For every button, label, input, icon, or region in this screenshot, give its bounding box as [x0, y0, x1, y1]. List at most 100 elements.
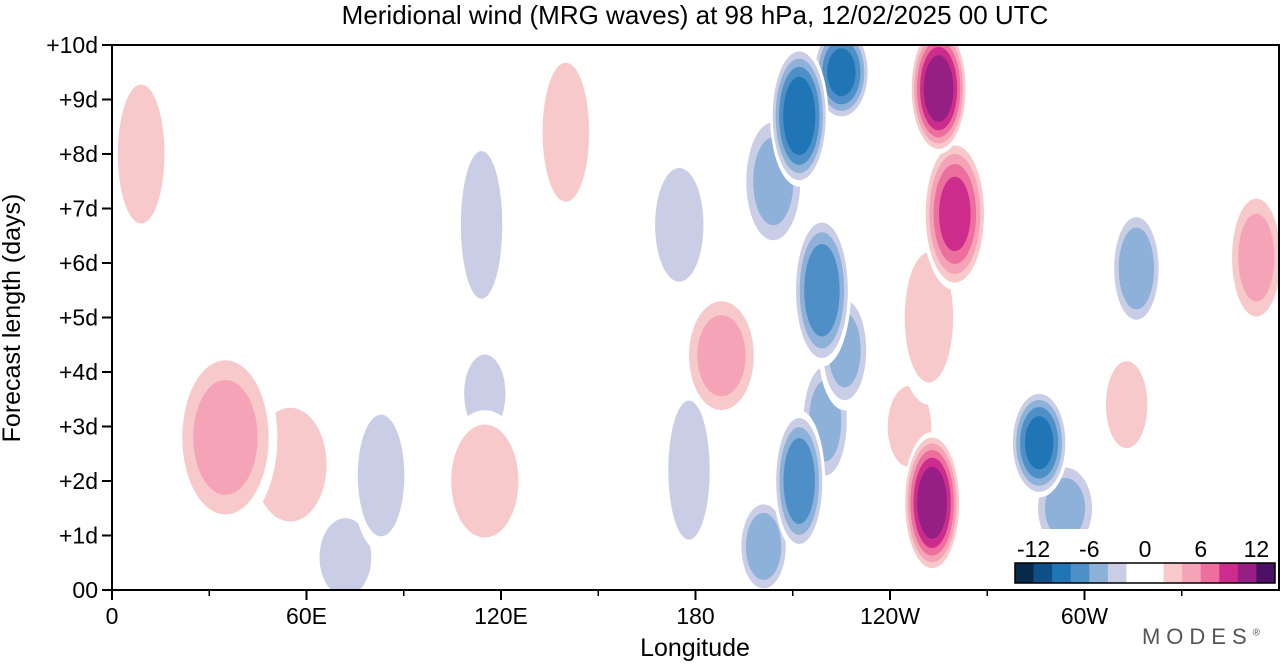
x-axis-label: Longitude: [640, 634, 750, 662]
colorbar-swatch: [1070, 563, 1090, 583]
y-tick-label: +2d: [59, 468, 98, 494]
wind-anomaly-blob: [533, 339, 579, 481]
contour-level: [117, 84, 165, 224]
contour-level: [804, 243, 840, 337]
colorbar-swatch: [1107, 563, 1127, 583]
x-tick-label: 180: [676, 603, 714, 629]
wind-anomaly-blob: [860, 66, 900, 133]
wind-anomaly-blob: [202, 257, 249, 323]
wind-anomaly-blob: [1100, 350, 1153, 460]
contour-level: [562, 491, 602, 547]
wind-anomaly-blob: [902, 431, 962, 574]
wind-anomaly-blob: [183, 99, 346, 176]
y-tick-label: +7d: [59, 196, 98, 222]
contour-level: [357, 414, 405, 537]
y-tick-label: +6d: [59, 250, 98, 276]
colorbar-swatch: [1052, 563, 1072, 583]
colorbar-swatch: [1033, 563, 1053, 583]
x-tick-label: 0: [106, 603, 119, 629]
wind-anomaly-blob: [909, 45, 968, 154]
contour-level: [1253, 361, 1279, 460]
wind-anomaly-blob: [238, 61, 278, 116]
colorbar-tick-label: 12: [1244, 536, 1270, 562]
contour-level: [860, 66, 900, 133]
wind-anomaly-blob: [595, 568, 634, 590]
contour-level: [595, 568, 634, 590]
wind-anomaly-blob: [617, 268, 664, 422]
contour-level: [112, 306, 145, 438]
wind-anomaly-blob: [536, 45, 596, 220]
wind-anomaly-blob: [922, 137, 988, 291]
contour-level: [834, 137, 868, 204]
wind-anomaly-blob: [562, 491, 602, 547]
wind-anomaly-blob: [1253, 361, 1279, 460]
y-axis-label: Forecast length (days): [0, 194, 26, 443]
contour-level: [451, 424, 519, 538]
y-tick-label: 00: [72, 577, 98, 603]
contour-level: [1044, 477, 1086, 539]
wind-anomaly-blob: [682, 290, 761, 422]
colorbar-swatch: [1219, 563, 1239, 583]
wind-anomaly-blob: [1256, 45, 1279, 133]
wind-anomaly-blob: [455, 132, 508, 318]
contour-level: [180, 94, 219, 225]
contour-level: [533, 339, 579, 481]
contour-level: [442, 50, 482, 160]
contour-field: [112, 45, 1279, 590]
colorbar-swatch: [1237, 563, 1257, 583]
wind-anomaly-blob: [773, 410, 826, 552]
colorbar-tick-label: 0: [1139, 536, 1152, 562]
contour-level: [939, 176, 971, 252]
contour-level: [193, 379, 258, 495]
wind-anomaly-blob: [834, 137, 868, 204]
contour-level: [1105, 361, 1148, 449]
wind-anomaly-blob: [112, 306, 145, 438]
contour-level: [745, 512, 782, 580]
wind-anomaly-blob: [961, 263, 1027, 372]
contour-level: [542, 62, 590, 202]
y-tick-label: +4d: [59, 359, 98, 385]
chart-title: Meridional wind (MRG waves) at 98 hPa, 1…: [342, 0, 1049, 30]
colorbar-swatch: [1015, 563, 1035, 583]
wind-anomaly-blob: [351, 399, 411, 552]
wind-anomaly-blob: [180, 94, 219, 225]
logo-mark: ®: [1252, 627, 1260, 639]
wind-anomaly-blob: [770, 45, 829, 187]
wind-anomaly-blob: [792, 213, 852, 367]
contour-level: [827, 48, 856, 97]
wind-anomaly-blob: [112, 66, 171, 242]
wind-anomaly-blob: [737, 497, 790, 590]
x-tick-label: 120W: [860, 603, 920, 629]
contour-level: [923, 55, 954, 122]
y-tick-label: +1d: [59, 523, 98, 549]
wind-anomaly-blob: [1159, 301, 1211, 411]
wind-anomaly-blob: [646, 148, 712, 302]
contour-level: [403, 235, 469, 356]
wind-anomaly-blob: [173, 344, 278, 531]
contour-level: [655, 167, 704, 282]
wind-anomaly-blob: [1227, 186, 1279, 329]
contour-level: [460, 150, 503, 299]
colorbar-tick-label: 6: [1194, 536, 1207, 562]
contour-level: [1133, 45, 1179, 171]
colorbar-tick-label: -6: [1079, 536, 1099, 562]
contour-level: [904, 252, 954, 383]
colorbar-swatch: [1256, 563, 1276, 583]
contour-level: [617, 268, 664, 422]
contour-level: [202, 257, 249, 323]
contour-level: [831, 475, 884, 590]
x-tick-label: 120E: [474, 603, 528, 629]
wind-anomaly-blob: [663, 382, 715, 558]
y-tick-label: +8d: [59, 141, 98, 167]
contour-level: [1238, 213, 1275, 302]
colorbar-tick-label: -12: [1017, 536, 1050, 562]
y-tick-label: +10d: [46, 32, 98, 58]
y-tick-label: +9d: [59, 87, 98, 113]
colorbar-frame: [1014, 562, 1276, 584]
wind-anomaly-blob: [1110, 208, 1163, 329]
wind-anomaly-blob: [442, 50, 482, 160]
contour-level: [697, 315, 746, 397]
y-tick-label: +5d: [59, 305, 98, 331]
y-tick-label: +3d: [59, 414, 98, 440]
